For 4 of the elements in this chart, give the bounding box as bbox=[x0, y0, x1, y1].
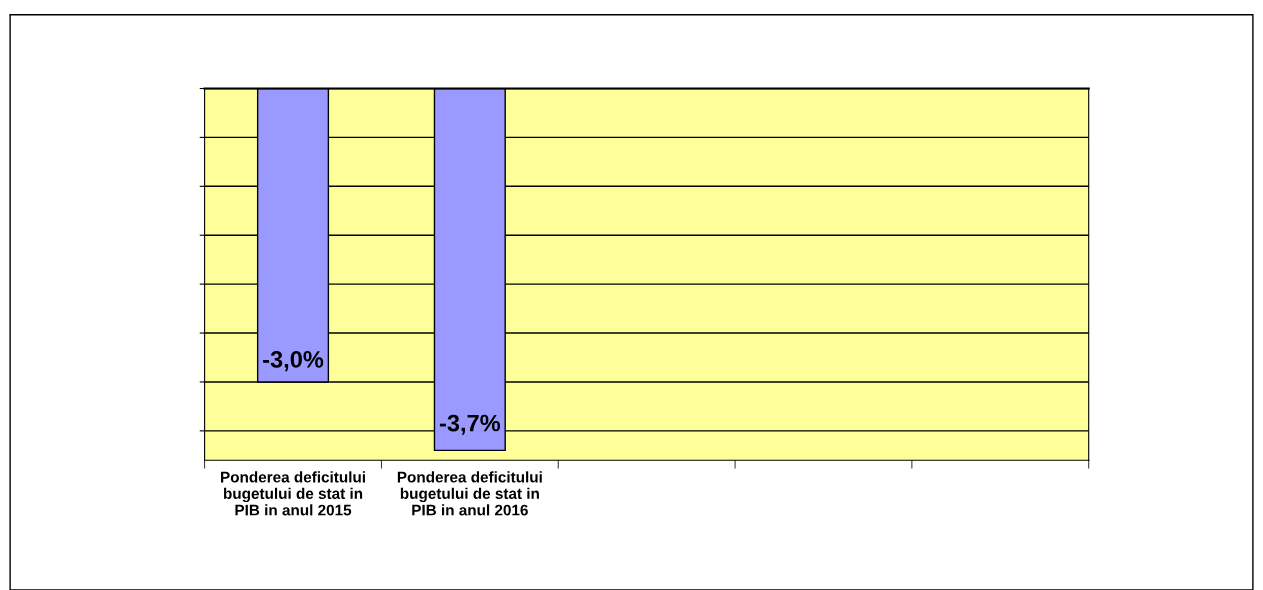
data-label: -3,7% bbox=[439, 414, 501, 435]
data-label: -3,0% bbox=[263, 351, 324, 372]
x-tick-label: Ponderea deficitului bugetului de stat in PIB in anul 2016 bbox=[397, 471, 542, 516]
x-tick-label: Ponderea deficitului bugetului de stat in PIB in anul 2015 bbox=[221, 471, 365, 516]
